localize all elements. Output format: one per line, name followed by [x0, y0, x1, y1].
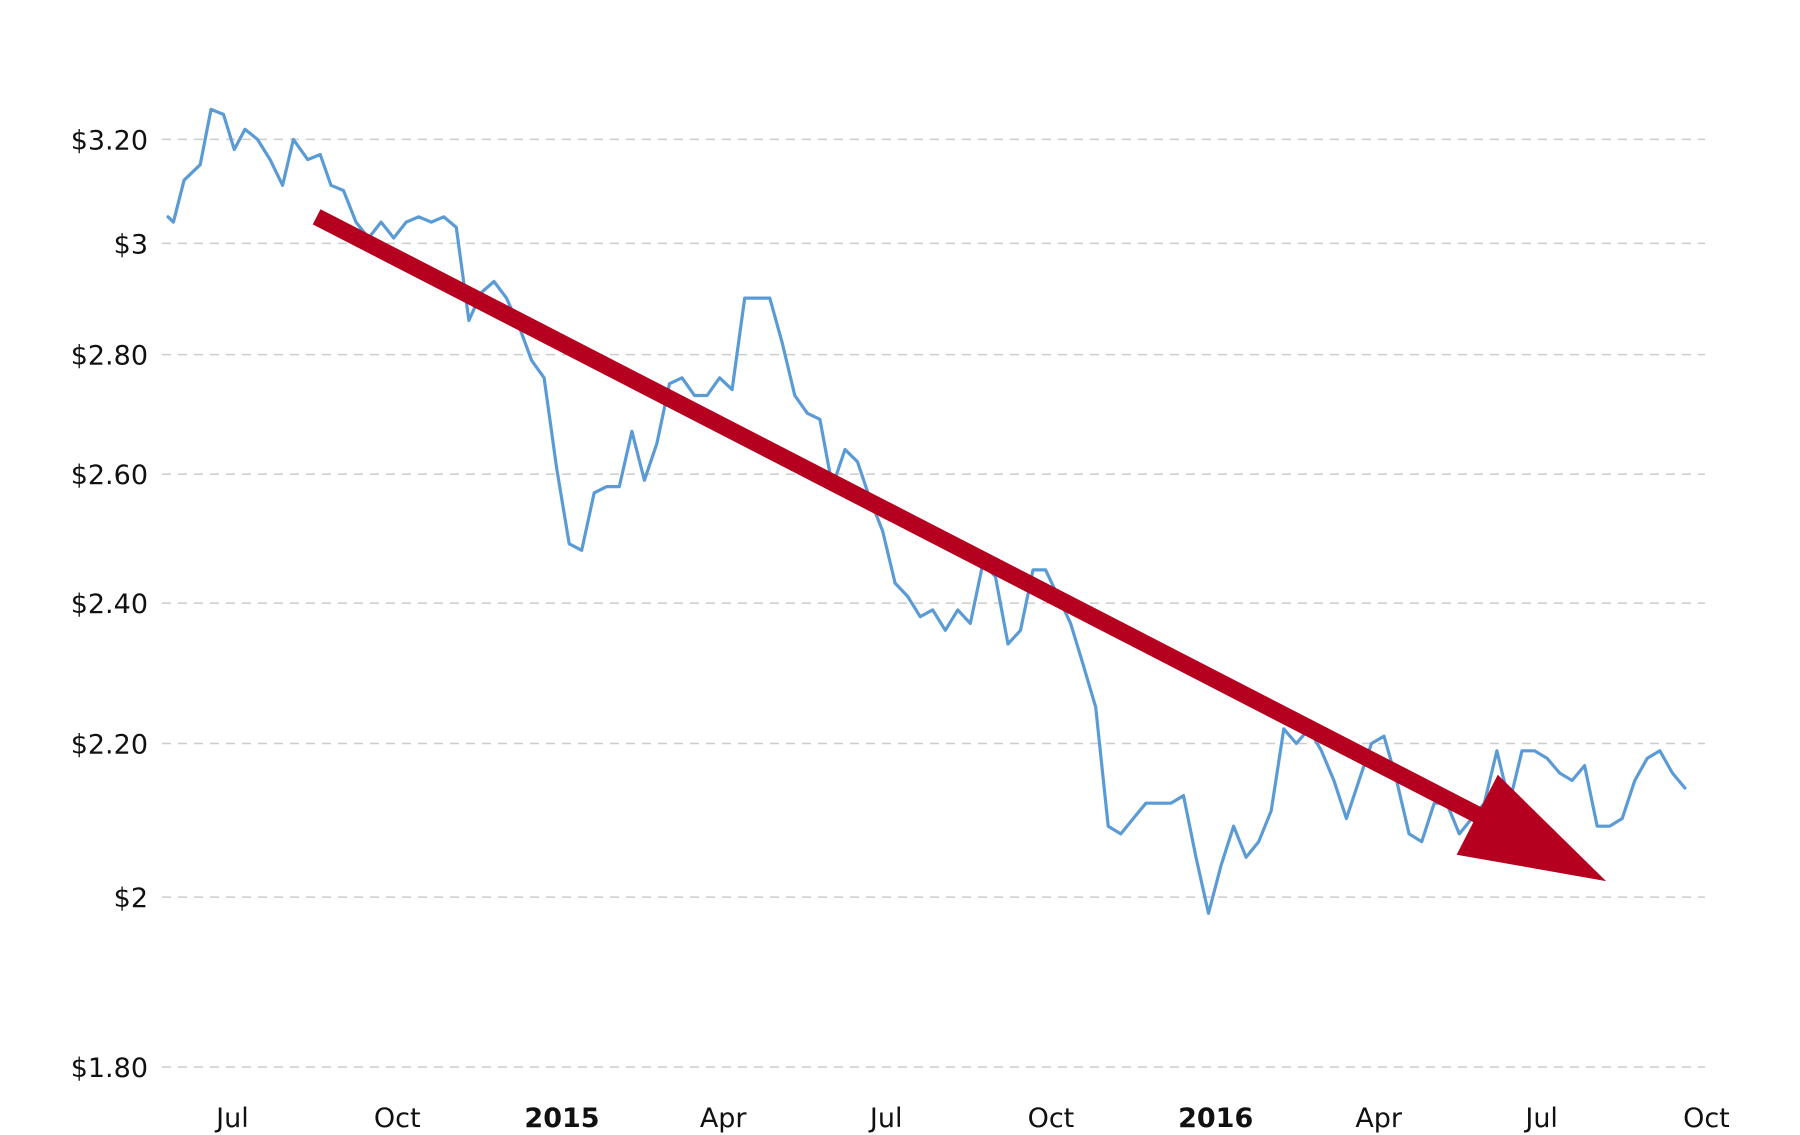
x-tick-label: 2016: [1178, 1103, 1253, 1134]
annotation-layer: [312, 209, 1607, 882]
y-tick-label: $2.80: [71, 341, 148, 372]
y-tick-label: $3: [114, 229, 148, 260]
y-tick-label: $2.40: [71, 589, 148, 620]
y-tick-label: $3.20: [71, 125, 148, 156]
x-tick-label: Oct: [1028, 1103, 1075, 1134]
series-line-0: [166, 107, 1687, 915]
series-layer: [166, 107, 1687, 915]
x-tick-label: 2015: [524, 1103, 599, 1134]
y-tick-label: $2.20: [71, 729, 148, 760]
y-tick-label: $2: [114, 883, 148, 914]
x-tick-label: Jul: [214, 1103, 249, 1134]
x-tick-label: Jul: [1523, 1103, 1558, 1134]
trend-arrow-head: [1456, 774, 1607, 882]
y-tick-label: $2.60: [71, 460, 148, 491]
gridlines: [162, 138, 1705, 1068]
y-tick-label: $1.80: [71, 1053, 148, 1084]
x-tick-label: Oct: [1683, 1103, 1730, 1134]
trend-arrow-shaft: [312, 209, 1491, 827]
x-axis-tick-labels: Jul Oct 2015 Apr Jul Oct 2016 Apr Jul Oct: [214, 1103, 1730, 1134]
x-tick-label: Apr: [1355, 1103, 1403, 1134]
x-tick-label: Oct: [374, 1103, 421, 1134]
x-tick-label: Jul: [868, 1103, 903, 1134]
x-tick-label: Apr: [700, 1103, 748, 1134]
y-axis-tick-labels: $3.20 $3 $2.80 $2.60 $2.40 $2.20 $2 $1.80: [71, 125, 148, 1084]
